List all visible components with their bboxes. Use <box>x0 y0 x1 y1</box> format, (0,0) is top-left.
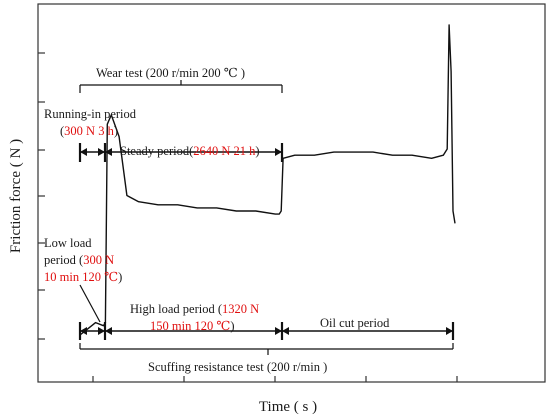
high-load-value-1: 1320 N <box>222 302 259 316</box>
low-load-value-2: 10 min 120 ℃ <box>44 270 118 284</box>
arrow-head <box>282 327 289 335</box>
low-load-line1: Low load <box>44 236 92 250</box>
steady-period-text: Steady period <box>120 144 190 158</box>
x-axis-title: Time ( s ) <box>259 399 317 415</box>
running-in-paren-open: ( <box>60 124 64 138</box>
steady-period-value: 2640 N 21 h <box>193 144 256 158</box>
friction-trace <box>79 24 456 336</box>
low-load-value-1: 300 N <box>83 253 114 267</box>
plot-frame <box>37 3 546 383</box>
lower-arrow-row <box>78 322 455 340</box>
arrow-head <box>275 327 282 335</box>
low-load-pointer <box>79 284 101 323</box>
steady-period-label: Steady period(2640 N 21 h) <box>120 144 260 158</box>
arrow-head <box>80 148 87 156</box>
running-in-values: (300 N 3 h) <box>60 124 118 138</box>
upper-arrow-row <box>78 143 284 162</box>
wear-test-label: Wear test (200 r/min 200 ℃ ) <box>96 66 245 80</box>
high-load-line2: 150 min 120 ℃) <box>150 319 234 333</box>
low-load-line2: period (300 N <box>44 253 114 267</box>
x-axis-ticks <box>92 376 458 382</box>
running-in-value: 300 N 3 h <box>64 124 114 138</box>
low-load-line3: 10 min 120 ℃) <box>44 270 122 284</box>
arrow-head <box>275 148 282 156</box>
high-load-value-2: 150 min 120 ℃ <box>150 319 230 333</box>
high-load-paren-close: ) <box>230 319 234 333</box>
running-in-paren-close: ) <box>114 124 118 138</box>
arrow-head <box>98 148 105 156</box>
running-in-label: Running-in period <box>44 107 137 121</box>
arrow-head <box>80 327 87 335</box>
arrow-head <box>105 327 112 335</box>
wear-test-bracket <box>79 80 283 93</box>
y-axis-ticks <box>38 52 45 340</box>
steady-paren-open: ( <box>189 144 193 158</box>
low-load-paren-close: ) <box>118 270 122 284</box>
low-load-prefix: period ( <box>44 253 83 267</box>
high-load-label: High load period ( <box>130 302 222 316</box>
high-load-line1: High load period (1320 N <box>130 302 259 316</box>
y-axis-title: Friction force ( N ) <box>8 139 24 253</box>
steady-paren-close: ) <box>255 144 259 158</box>
scuffing-label: Scuffing resistance test (200 r/min ) <box>148 360 327 374</box>
oil-cut-label: Oil cut period <box>320 316 390 330</box>
arrow-head <box>98 327 105 335</box>
arrow-head <box>105 148 112 156</box>
scuffing-bracket <box>79 343 454 355</box>
arrow-head <box>446 327 453 335</box>
